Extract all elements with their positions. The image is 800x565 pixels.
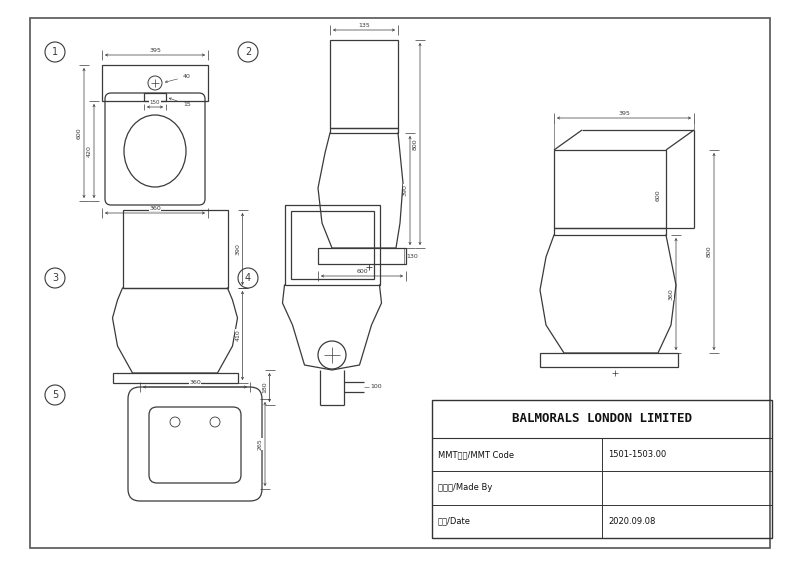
Text: 150: 150	[150, 100, 160, 105]
Bar	[144, 93, 166, 101]
Text: 135: 135	[358, 23, 370, 28]
Text: 5: 5	[52, 390, 58, 400]
Text: 390: 390	[403, 185, 408, 197]
Text: MMT代号/MMT Code: MMT代号/MMT Code	[438, 450, 514, 459]
Text: 40: 40	[166, 74, 191, 82]
Text: 360: 360	[149, 206, 161, 211]
Text: 3: 3	[52, 273, 58, 283]
Text: 15: 15	[170, 98, 190, 107]
Text: 600: 600	[656, 189, 661, 201]
Text: 420: 420	[87, 145, 92, 157]
Text: 390: 390	[235, 243, 241, 255]
Bar	[330, 40, 398, 128]
Text: 265: 265	[258, 438, 263, 450]
Text: 395: 395	[618, 111, 630, 116]
Bar	[290, 211, 374, 279]
Bar	[554, 150, 666, 228]
Text: 360: 360	[669, 288, 674, 300]
Text: BALMORALS LONDON LIMITED: BALMORALS LONDON LIMITED	[512, 412, 692, 425]
Text: 180: 180	[262, 382, 267, 393]
Bar	[285, 205, 379, 285]
Text: 800: 800	[707, 246, 712, 257]
Text: 2020.09.08: 2020.09.08	[608, 517, 655, 526]
Bar	[554, 228, 666, 235]
Text: 制图人/Made By: 制图人/Made By	[438, 484, 492, 493]
Bar	[330, 128, 398, 133]
Text: 2: 2	[245, 47, 251, 57]
Text: 1501-1503.00: 1501-1503.00	[608, 450, 666, 459]
Text: 100: 100	[370, 385, 382, 389]
Text: 395: 395	[149, 48, 161, 53]
Bar	[122, 210, 227, 288]
Text: 360: 360	[189, 380, 201, 385]
Bar	[540, 353, 678, 367]
Text: 800: 800	[413, 138, 418, 150]
Text: 日期/Date: 日期/Date	[438, 517, 471, 526]
Bar	[102, 65, 208, 101]
Text: 130: 130	[406, 254, 418, 259]
Bar	[318, 248, 406, 264]
Text: 600: 600	[356, 269, 368, 274]
Bar	[432, 400, 772, 538]
Text: 4: 4	[245, 273, 251, 283]
Bar	[113, 373, 238, 383]
Text: 1: 1	[52, 47, 58, 57]
Text: 600: 600	[77, 127, 82, 139]
Text: 410: 410	[235, 329, 241, 341]
